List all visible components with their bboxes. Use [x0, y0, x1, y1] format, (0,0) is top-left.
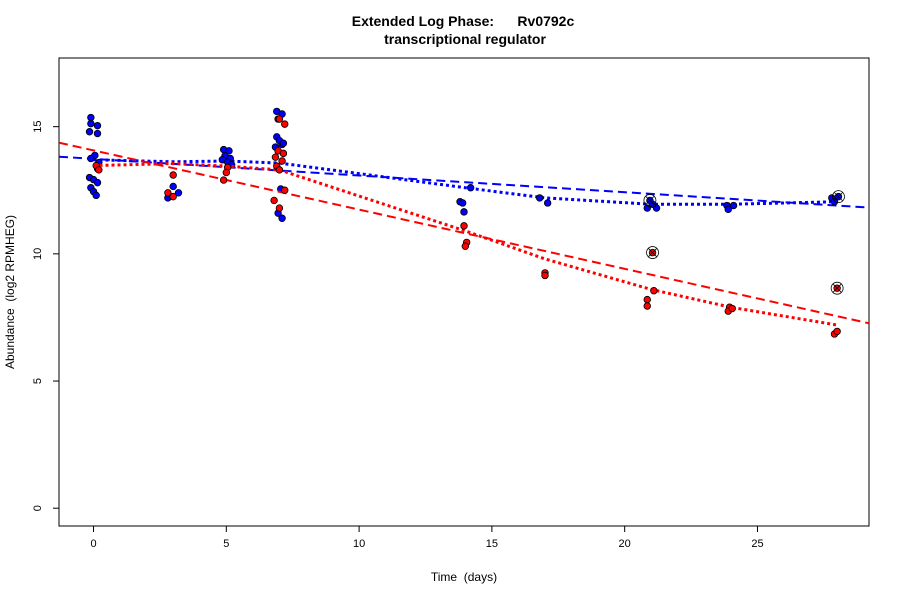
data-point [93, 121, 102, 130]
data-point [466, 184, 475, 192]
data-point [535, 194, 544, 202]
y-tick-label: 5 [32, 378, 44, 384]
data-point [92, 191, 100, 200]
data-point [87, 113, 95, 122]
data-point [275, 204, 284, 212]
data-point [169, 182, 177, 191]
data-point [222, 168, 231, 177]
data-point [169, 192, 177, 201]
y-tick-label: 10 [32, 248, 44, 260]
data-point [87, 119, 95, 128]
y-axis-label: Abundance (log2 RPMHEG) [3, 215, 17, 369]
outlier-cross [648, 248, 657, 257]
data-point [219, 176, 228, 184]
data-point [724, 205, 732, 214]
data-point [93, 178, 102, 187]
data-point [93, 129, 102, 138]
flagged-point [643, 194, 657, 207]
data-point [271, 153, 280, 161]
data-point [278, 157, 286, 165]
trend-line-linear [59, 141, 869, 325]
data-point [281, 120, 289, 128]
data-point [460, 222, 468, 230]
data-point [643, 295, 651, 304]
x-tick-label: 10 [353, 538, 365, 550]
data-point [174, 189, 183, 197]
data-point [830, 198, 839, 206]
data-point [87, 154, 95, 163]
flagged-point [832, 190, 845, 204]
data-point [458, 199, 467, 207]
data-point [728, 304, 736, 313]
outlier-cross [645, 196, 655, 205]
y-tick-label: 0 [32, 505, 44, 511]
x-tick-label: 5 [223, 538, 229, 550]
flagged-point [830, 281, 844, 295]
plot-frame [58, 57, 870, 527]
x-tick-label: 0 [90, 538, 96, 550]
flagged-point [646, 246, 659, 259]
data-point [279, 149, 288, 158]
data-point [225, 147, 233, 155]
outlier-ring [643, 194, 657, 207]
data-point [650, 287, 658, 295]
data-point [543, 199, 552, 207]
outlier-cross [832, 283, 842, 293]
chart-title: Extended Log Phase: Rv0792c [352, 13, 575, 29]
x-tick-label: 20 [619, 538, 631, 550]
data-point [541, 271, 549, 280]
data-point [169, 171, 177, 179]
outlier-ring [646, 246, 659, 259]
data-point [460, 208, 468, 216]
trend-line-median [93, 158, 838, 206]
trend-line-linear [59, 155, 869, 209]
data-point [95, 166, 103, 174]
data-point [85, 128, 94, 136]
outlier-cross [834, 192, 843, 201]
data-point [279, 139, 288, 147]
data-point [281, 186, 289, 194]
x-tick-label: 25 [751, 538, 763, 550]
data-point [270, 196, 278, 205]
data-point [278, 214, 286, 222]
data-point [461, 242, 470, 250]
data-point [643, 302, 651, 310]
x-axis-label: Time (days) [431, 570, 497, 584]
trend-line-median [93, 162, 838, 327]
outlier-ring [830, 281, 844, 295]
data-point [729, 201, 738, 210]
data-point [164, 189, 172, 197]
chart-subtitle: transcriptional regulator [384, 31, 546, 47]
outlier-ring [832, 190, 845, 204]
data-point [275, 115, 284, 123]
y-tick-label: 15 [32, 121, 44, 133]
x-tick-label: 15 [486, 538, 498, 550]
data-point [833, 327, 841, 336]
data-point [275, 166, 284, 174]
